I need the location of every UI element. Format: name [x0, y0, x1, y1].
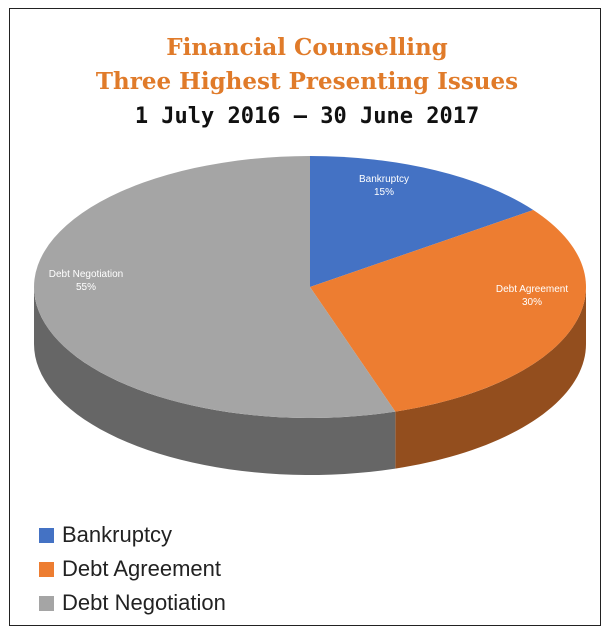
data-label-debt-negotiation: Debt Negotiation: [49, 269, 124, 280]
pie-slice-bankruptcy: [310, 156, 534, 287]
pie-slice-debt-negotiation: [34, 156, 396, 418]
data-value-bankruptcy: 15%: [374, 187, 394, 198]
legend-swatch-bankruptcy: [39, 527, 54, 543]
pie-slice-debt-agreement: [310, 210, 587, 412]
legend-label-debt-agreement: Debt Agreement: [62, 556, 221, 581]
pie-side-walls: [34, 287, 586, 475]
chart-title-line-1: Financial Counselling: [166, 34, 448, 61]
data-label-debt-agreement: Debt Agreement: [496, 284, 568, 295]
legend: Bankruptcy Debt Agreement Debt Negotiati…: [39, 518, 226, 620]
legend-label-bankruptcy: Bankruptcy: [62, 522, 173, 547]
chart-title-line-2: Three Highest Presenting Issues: [95, 68, 519, 95]
data-value-debt-negotiation: 55%: [76, 282, 96, 293]
legend-swatch-debt-negotiation: [39, 595, 54, 611]
legend-swatch-debt-agreement: [39, 561, 54, 577]
pie-top-faces: [34, 156, 587, 418]
data-value-debt-agreement: 30%: [522, 297, 542, 308]
pie-side-debt-agreement: [395, 287, 586, 469]
data-label-bankruptcy: Bankruptcy: [359, 174, 409, 185]
legend-item-debt-agreement: Debt Agreement: [39, 552, 226, 586]
legend-item-bankruptcy: Bankruptcy: [39, 518, 226, 552]
legend-item-debt-negotiation: Debt Negotiation: [39, 586, 226, 620]
pie-side-debt-negotiation: [34, 287, 396, 475]
chart-subtitle: 1 July 2016 – 30 June 2017: [134, 104, 480, 129]
legend-label-debt-negotiation: Debt Negotiation: [62, 590, 226, 615]
